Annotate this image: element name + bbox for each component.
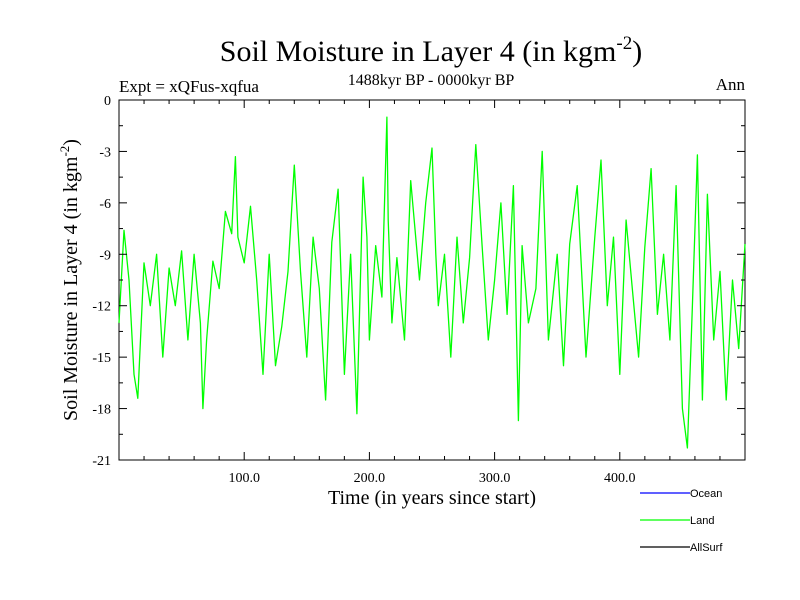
y-tick-label: -12 [92,300,111,315]
x-tick-label: 200.0 [354,471,386,486]
y-tick-label: -3 [99,145,111,160]
chart-subtitle: 1488kyr BP - 0000kyr BP [348,72,515,89]
expt-label: Expt = xQFus-xqfua [119,77,259,96]
y-tick-label: 0 [104,94,111,109]
y-tick-label: -6 [99,197,111,212]
legend-label-allsurf: AllSurf [690,542,723,554]
y-tick-label: -9 [99,248,111,263]
x-axis-label: Time (in years since start) [328,487,536,509]
series-line-land [118,116,746,449]
chart-title: Soil Moisture in Layer 4 (in kgm-2) [220,33,642,68]
y-tick-label: -18 [92,403,111,418]
y-tick-label: -15 [92,351,111,366]
x-tick-label: 300.0 [479,471,511,486]
x-tick-label: 100.0 [228,471,260,486]
x-axis-ticks: 100.0 200.0 300.0 400.0 [143,100,721,486]
y-axis-ticks: 0 -3 -6 -9 -12 -15 -18 -21 [92,94,745,469]
legend: Ocean Land AllSurf [640,488,723,554]
y-tick-label: -21 [92,454,111,469]
x-tick-label: 400.0 [604,471,636,486]
legend-label-ocean: Ocean [690,488,722,500]
y-axis-label: Soil Moisture in Layer 4 (in kgm-2) [57,139,82,421]
legend-label-land: Land [690,515,714,527]
season-label: Ann [716,75,746,94]
